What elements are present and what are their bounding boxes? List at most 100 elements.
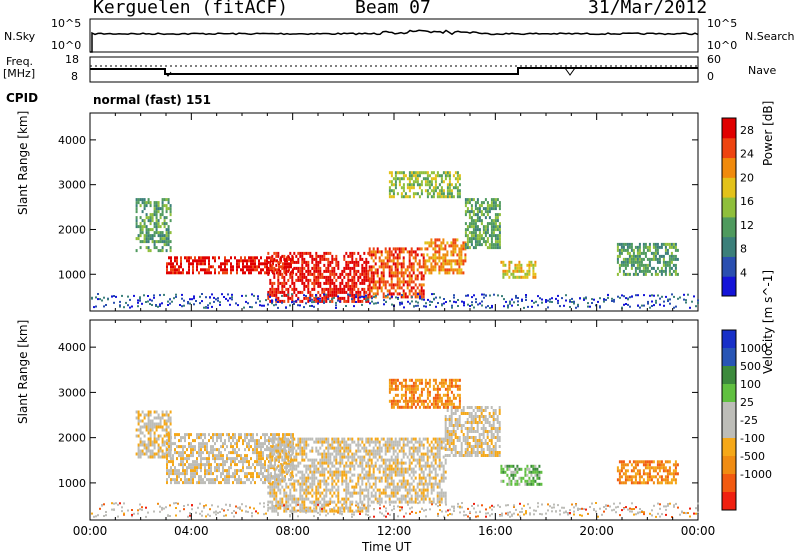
data-cell — [400, 274, 403, 278]
data-cell — [502, 275, 505, 279]
data-cell — [169, 204, 172, 208]
data-cell — [394, 174, 397, 178]
data-cell — [412, 473, 415, 477]
data-cell — [452, 427, 455, 430]
data-cell — [654, 257, 657, 261]
data-cell — [392, 274, 395, 278]
data-cell — [165, 207, 168, 211]
data-cell — [448, 262, 451, 266]
data-cell — [321, 470, 324, 474]
data-cell — [281, 485, 284, 489]
data-cell — [394, 440, 397, 444]
data-cell — [147, 237, 150, 241]
noise-cell — [169, 302, 171, 305]
data-cell — [662, 242, 665, 246]
data-cell — [670, 254, 673, 258]
data-cell — [398, 256, 401, 260]
data-cell — [141, 210, 144, 214]
data-cell — [414, 292, 417, 296]
data-cell — [345, 455, 348, 459]
data-cell — [424, 464, 427, 468]
noise-cell — [583, 297, 585, 300]
data-cell — [365, 266, 368, 270]
data-cell — [416, 449, 419, 453]
data-cell — [281, 275, 284, 279]
data-cell — [464, 234, 467, 238]
data-cell — [367, 497, 370, 501]
noise-cell — [93, 306, 95, 309]
data-cell — [275, 473, 278, 477]
data-cell — [622, 269, 625, 273]
data-cell — [281, 464, 284, 468]
data-cell — [194, 469, 196, 473]
data-cell — [404, 247, 407, 251]
data-cell — [309, 251, 312, 255]
data-cell — [488, 207, 491, 211]
data-cell — [256, 472, 258, 476]
data-cell — [208, 457, 210, 461]
data-cell — [329, 443, 332, 447]
data-cell — [522, 269, 525, 273]
data-cell — [151, 216, 154, 220]
data-cell — [474, 207, 477, 211]
data-cell — [266, 262, 268, 266]
data-cell — [468, 415, 471, 418]
data-cell — [291, 467, 294, 471]
data-cell — [220, 481, 222, 485]
data-cell — [305, 497, 308, 501]
data-cell — [410, 265, 413, 269]
noise-cell — [557, 294, 559, 297]
noise-cell — [323, 293, 325, 296]
data-cell — [345, 494, 348, 498]
data-cell — [432, 464, 435, 468]
data-cell — [301, 473, 304, 477]
data-cell — [353, 467, 356, 471]
data-cell — [345, 491, 348, 495]
data-cell — [444, 436, 447, 439]
data-cell — [174, 436, 176, 440]
data-cell — [361, 272, 364, 276]
data-cell — [365, 440, 368, 444]
data-cell — [165, 234, 168, 238]
data-cell — [406, 470, 409, 474]
data-cell — [236, 454, 238, 458]
noise-cell — [659, 303, 661, 306]
data-cell — [674, 269, 677, 273]
data-cell — [424, 180, 427, 184]
data-cell — [492, 198, 495, 202]
data-cell — [668, 266, 671, 270]
data-cell — [418, 443, 421, 447]
data-cell — [644, 254, 647, 258]
data-cell — [388, 464, 391, 468]
data-cell — [345, 263, 348, 267]
data-cell — [456, 418, 459, 421]
data-cell — [210, 271, 212, 275]
data-cell — [305, 296, 308, 300]
data-cell — [289, 251, 292, 255]
data-cell — [394, 177, 397, 181]
data-cell — [291, 473, 294, 477]
data-cell — [321, 275, 324, 279]
data-cell — [321, 461, 324, 465]
data-cell — [166, 262, 168, 266]
data-cell — [398, 437, 401, 441]
data-cell — [456, 268, 459, 272]
data-cell — [252, 439, 254, 443]
data-cell — [361, 458, 364, 462]
data-cell — [496, 225, 499, 229]
noise-cell — [533, 301, 535, 304]
data-cell — [192, 475, 194, 479]
data-cell — [169, 419, 172, 423]
data-cell — [283, 293, 286, 297]
data-cell — [642, 269, 645, 273]
data-cell — [402, 449, 405, 453]
data-cell — [416, 491, 419, 495]
data-cell — [178, 268, 180, 272]
noise-cell — [435, 296, 437, 299]
data-cell — [370, 440, 373, 444]
data-cell — [355, 500, 358, 504]
data-cell — [305, 479, 308, 483]
data-cell — [474, 415, 477, 418]
data-cell — [321, 497, 324, 501]
data-cell — [386, 464, 389, 468]
